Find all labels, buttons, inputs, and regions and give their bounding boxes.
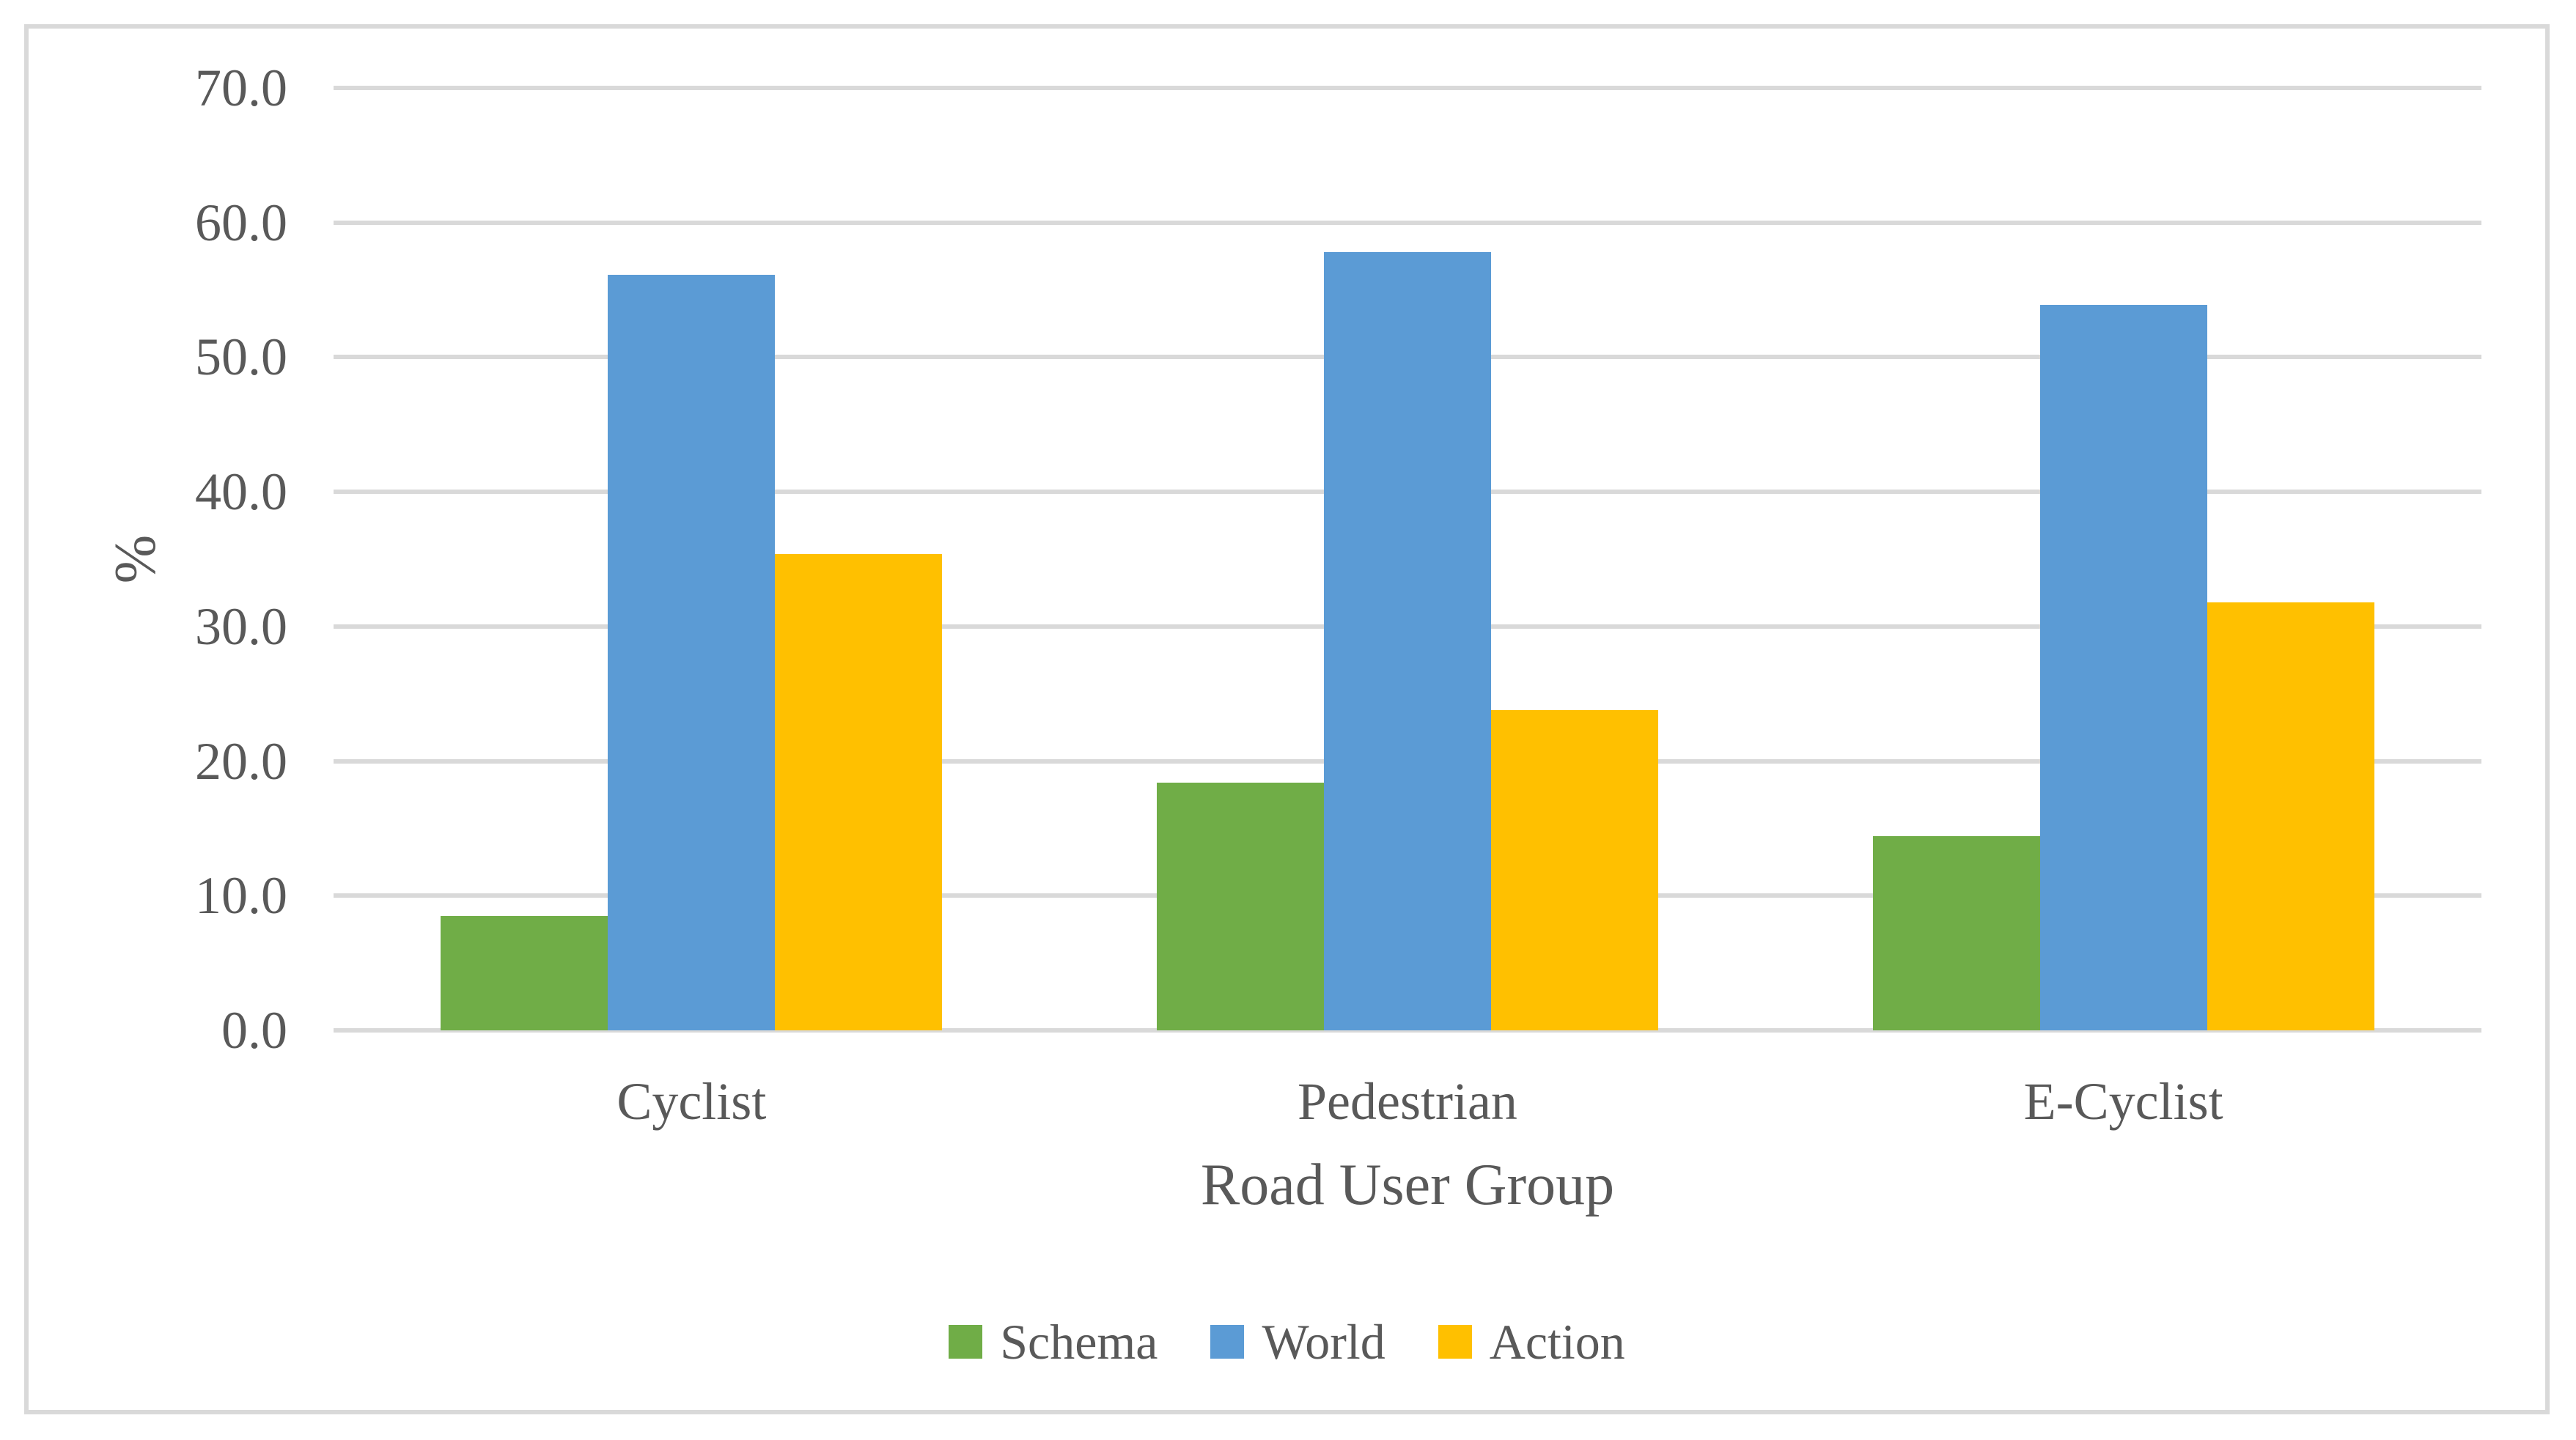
bar-world-e-cyclist [2039, 304, 2207, 1030]
bar-schema-pedestrian [1157, 782, 1324, 1030]
legend-swatch-icon-schema [949, 1325, 983, 1359]
gridline-0 [334, 1028, 2481, 1033]
legend-label-action: Action [1489, 1313, 1625, 1370]
y-tick-label-30.0: 30.0 [195, 597, 287, 656]
legend-item-world: World [1210, 1313, 1385, 1371]
y-tick-label-50.0: 50.0 [195, 328, 287, 387]
gridline-70 [334, 86, 2481, 90]
legend: Schema World Action [29, 1310, 2545, 1374]
bar-world-cyclist [608, 275, 776, 1030]
legend-swatch-icon-world [1210, 1325, 1245, 1359]
bar-action-pedestrian [1491, 709, 1658, 1030]
bar-world-pedestrian [1324, 252, 1491, 1030]
chart-frame: 0.0 10.0 20.0 30.0 40.0 50.0 60.0 70.0 % Cyclis… [24, 24, 2550, 1414]
legend-item-action: Action [1438, 1313, 1625, 1371]
x-axis-title: Road User Group [1200, 1153, 1615, 1217]
bar-action-e-cyclist [2207, 602, 2374, 1030]
legend-label-schema: Schema [1000, 1313, 1158, 1370]
y-tick-label-10.0: 10.0 [195, 866, 287, 926]
y-tick-label-60.0: 60.0 [195, 193, 287, 252]
y-tick-label-0.0: 0.0 [221, 1001, 287, 1060]
y-axis-title: % [103, 534, 168, 584]
bar-schema-cyclist [441, 915, 608, 1030]
y-tick-label-20.0: 20.0 [195, 731, 287, 791]
x-tick-label-e-cyclist: E-Cyclist [2023, 1072, 2223, 1131]
x-tick-label-pedestrian: Pedestrian [1298, 1072, 1517, 1131]
x-tick-label-cyclist: Cyclist [617, 1072, 767, 1131]
legend-item-schema: Schema [949, 1313, 1158, 1371]
gridline-60 [334, 220, 2481, 225]
y-tick-label-40.0: 40.0 [195, 462, 287, 522]
bar-schema-e-cyclist [1872, 836, 2040, 1030]
bar-action-cyclist [775, 553, 943, 1030]
legend-label-world: World [1262, 1313, 1385, 1370]
y-tick-label-70.0: 70.0 [195, 59, 287, 117]
legend-swatch-icon-action [1438, 1325, 1472, 1359]
